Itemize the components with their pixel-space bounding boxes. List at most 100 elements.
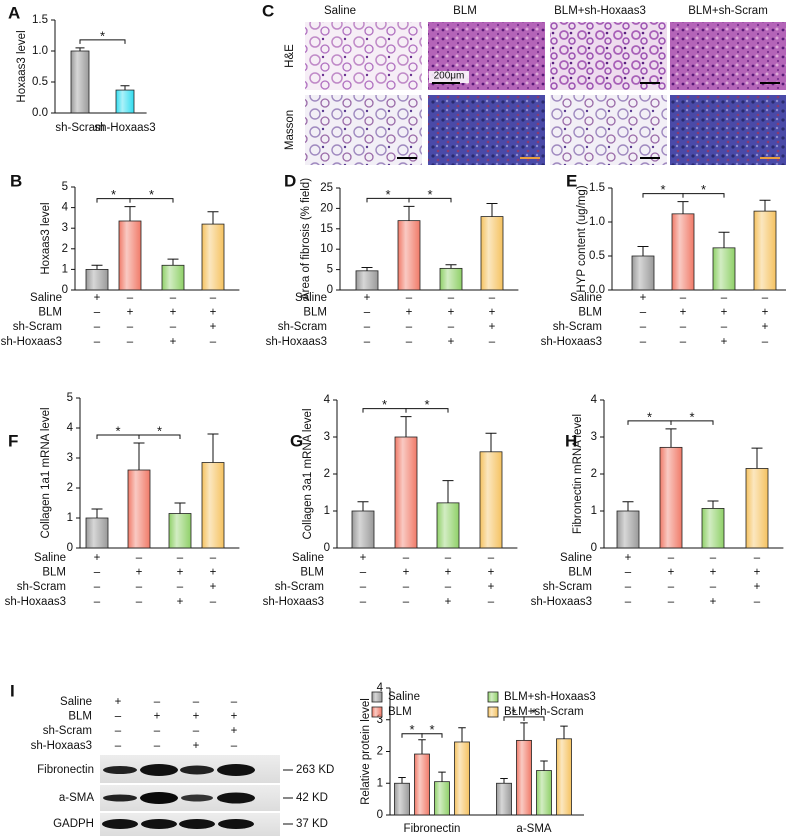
condition-cell: – [154, 740, 161, 752]
condition-cell: – [170, 321, 177, 333]
bar [201, 223, 225, 291]
band [103, 766, 137, 774]
error-bar [500, 777, 508, 784]
y-tick-label: 3 [377, 714, 383, 726]
condition-cell: + [193, 740, 200, 752]
condition-cell: + [488, 581, 495, 593]
y-tick-label: 1 [67, 512, 73, 524]
condition-cell: – [154, 725, 161, 737]
condition-cell: – [193, 696, 200, 708]
y-axis-label: Fibronectin mRNA level [572, 414, 584, 534]
bar [631, 255, 655, 291]
y-tick-label: 5 [62, 181, 68, 193]
condition-cell: + [193, 711, 200, 723]
bar [118, 220, 142, 291]
condition-cell: – [115, 740, 122, 752]
y-tick-label: 3 [324, 431, 330, 443]
legend-label: BLM+sh-Hoxaas3 [504, 691, 596, 703]
panel-label: G [290, 431, 303, 450]
significance-label: * [100, 28, 105, 43]
condition-label: Saline [30, 292, 62, 304]
condition-cell: – [668, 552, 675, 564]
y-tick-label: 4 [377, 682, 384, 694]
bar [414, 753, 430, 816]
error-bar [520, 722, 528, 741]
legend-label: Saline [388, 691, 420, 703]
condition-cell: – [710, 581, 717, 593]
error-bar [398, 777, 406, 784]
column-label: BLM+sh-Hoxaas3 [554, 5, 646, 17]
significance-label: * [689, 409, 694, 424]
condition-label: BLM [578, 307, 602, 319]
micrograph [670, 22, 786, 90]
y-tick-label: 0 [591, 542, 597, 554]
band [179, 819, 215, 829]
error-bar [486, 203, 498, 217]
condition-cell: – [721, 292, 728, 304]
error-bar [445, 264, 457, 269]
condition-label: sh-Scram [553, 321, 602, 333]
condition-label: Saline [570, 292, 602, 304]
y-axis-label: Relative protein level [360, 698, 372, 805]
y-tick-label: 10 [320, 243, 333, 255]
condition-cell: – [364, 336, 371, 348]
significance-label: * [511, 705, 516, 720]
bar [127, 469, 151, 549]
condition-label: sh-Hoxaas3 [263, 596, 324, 608]
significance-bracket [408, 197, 452, 203]
condition-cell: – [177, 581, 184, 593]
y-tick-label: 3 [62, 222, 68, 234]
bar [745, 468, 769, 549]
condition-cell: + [762, 307, 769, 319]
y-tick-label: 20 [320, 202, 333, 214]
significance-bracket [421, 733, 443, 738]
significance-label: * [382, 397, 387, 412]
bar [753, 210, 777, 291]
condition-cell: + [170, 336, 177, 348]
y-tick-label: 4 [67, 422, 74, 434]
error-bar [124, 206, 136, 221]
condition-label: Saline [295, 292, 327, 304]
condition-cell: – [754, 552, 761, 564]
condition-cell: – [210, 336, 217, 348]
condition-cell: – [94, 581, 101, 593]
band [181, 794, 213, 802]
condition-cell: + [448, 336, 455, 348]
y-tick-label: 3 [591, 431, 597, 443]
condition-cell: – [668, 596, 675, 608]
condition-cell: – [364, 321, 371, 333]
y-tick-label: 0 [67, 542, 73, 554]
condition-cell: – [360, 596, 367, 608]
error-bar [167, 258, 179, 266]
band [140, 764, 178, 776]
y-tick-label: 2 [67, 482, 73, 494]
y-tick-label: 1 [62, 263, 68, 275]
bar [201, 462, 225, 549]
legend-label: BLM+sh-Scram [504, 706, 584, 718]
error-bar [357, 501, 369, 511]
bar [161, 264, 185, 291]
condition-label: sh-Scram [17, 581, 66, 593]
error-bar [707, 500, 719, 509]
legend-label: BLM [388, 706, 412, 718]
condition-cell: – [94, 336, 101, 348]
y-tick-label: 0 [377, 809, 383, 821]
error-bar [540, 760, 548, 771]
bar [168, 513, 192, 549]
condition-cell: – [448, 321, 455, 333]
condition-cell: – [231, 696, 238, 708]
condition-cell: – [710, 552, 717, 564]
condition-label: sh-Scram [543, 581, 592, 593]
row-label: Masson [284, 110, 296, 150]
condition-cell: + [489, 307, 496, 319]
condition-cell: – [170, 292, 177, 304]
micrograph [550, 22, 667, 90]
panel-label: I [10, 681, 15, 700]
condition-cell: – [680, 321, 687, 333]
condition-cell: + [721, 336, 728, 348]
condition-cell: – [94, 321, 101, 333]
condition-cell: – [115, 711, 122, 723]
condition-cell: – [136, 581, 143, 593]
y-axis-label: Hoxaas3 level [40, 202, 52, 274]
condition-label: BLM [568, 567, 592, 579]
